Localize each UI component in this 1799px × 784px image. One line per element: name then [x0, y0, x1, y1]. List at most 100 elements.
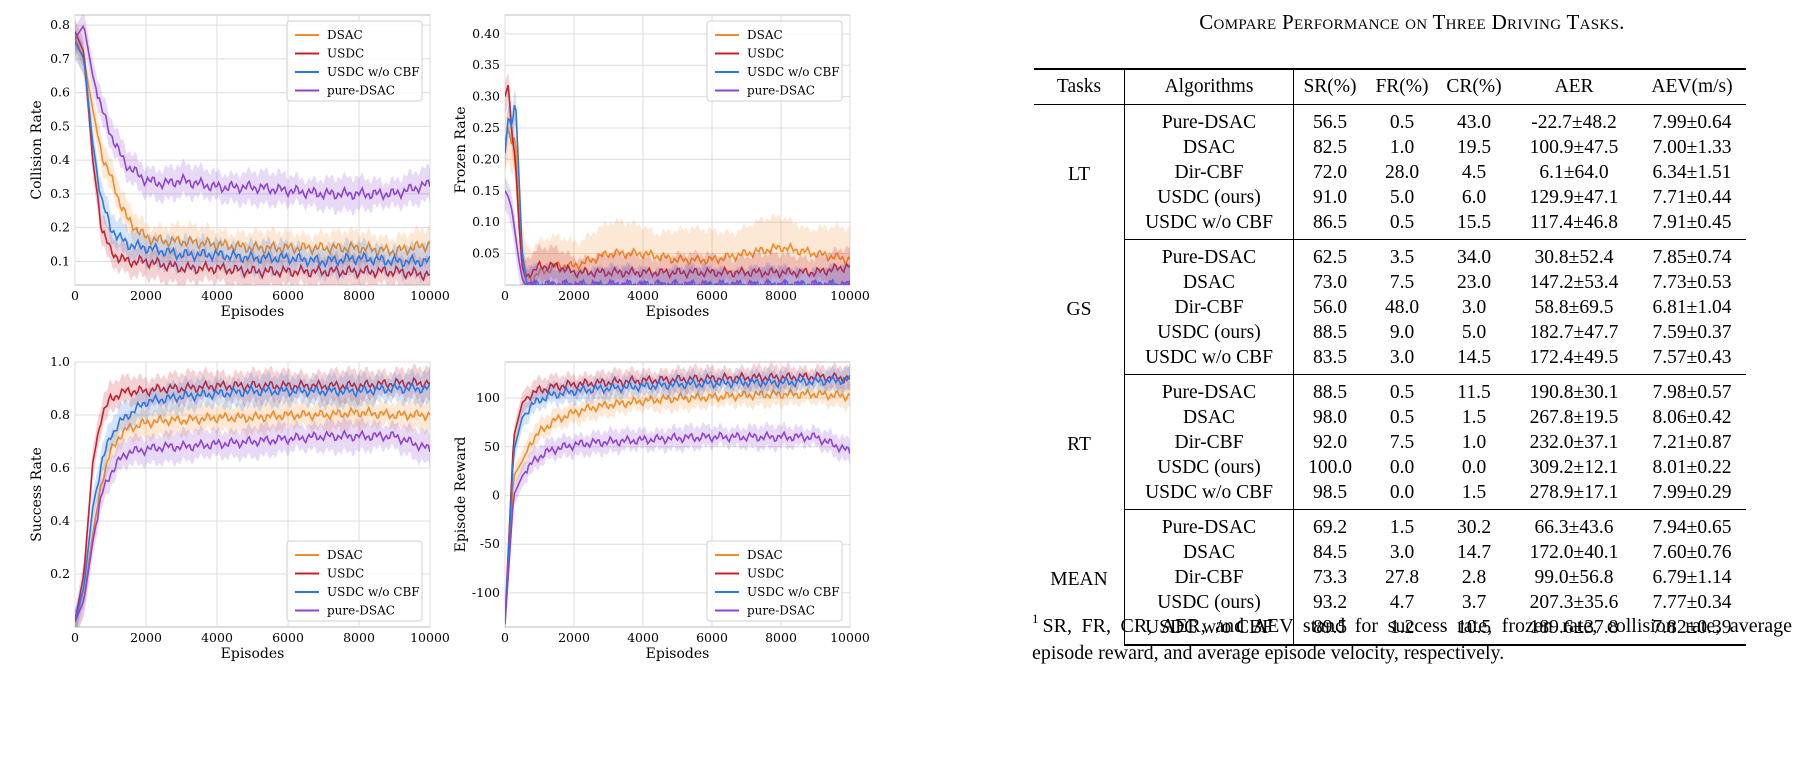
confidence-band — [505, 177, 850, 285]
sr-cell: 98.5 — [1293, 480, 1366, 510]
fr-cell: 5.0 — [1389, 186, 1415, 208]
table-row: DSAC 82.5 1.0 19.5 100.9±47.5 7.00±1.33 — [1034, 135, 1746, 160]
aer-cell: 189.6±37.8 — [1510, 615, 1638, 646]
confidence-band — [505, 105, 850, 285]
x-tick-label: 4000 — [201, 630, 233, 645]
y-tick-label: 0.8 — [50, 17, 70, 32]
table-row: MEAN Pure-DSAC 69.2 1.5 30.2 66.3±43.6 7.94±0.… — [1034, 509, 1746, 645]
y-tick-label: 0 — [492, 487, 500, 502]
table-row: USDC (ours) 93.2 4.7 3.7 207.3±35.6 7.77±0.34 — [1034, 590, 1746, 615]
algorithm-cell: USDC w/o CBF — [1124, 615, 1294, 646]
y-tick-label: 0.1 — [50, 253, 70, 268]
table-row: USDC w/o CBF 98.5 0.0 1.5 278.9±17.1 7.99±0.2… — [1034, 480, 1746, 510]
cr-cell: 4.5 — [1461, 161, 1487, 183]
legend-label: USDC — [327, 47, 364, 61]
y-tick-label: 0.35 — [472, 57, 500, 72]
series-line — [75, 405, 430, 623]
x-tick-label: 4000 — [201, 288, 233, 303]
chart-svg: 0 2000 4000 6000 8000 10000 0.05 0.10 0.15 0.20 0.… — [453, 14, 870, 320]
cr-cell: 1.5 — [1438, 480, 1510, 510]
aev-cell: 7.99±0.64 — [1652, 111, 1732, 133]
sr-cell: 83.5 — [1293, 345, 1366, 375]
series-line — [75, 429, 430, 623]
sr-cell: 89.5 — [1293, 615, 1366, 646]
x-axis-label: Episodes — [221, 304, 285, 320]
series-line — [75, 24, 430, 202]
sr-cell: 93.2 — [1312, 591, 1348, 613]
aer-cell: 58.8±69.5 — [1534, 296, 1614, 318]
header-aev: AEV(m/s) — [1638, 68, 1746, 105]
aer-cell: 100.9±47.5 — [1529, 136, 1619, 158]
legend-label: pure-DSAC — [327, 604, 395, 618]
aev-cell: 7.77±0.34 — [1652, 591, 1732, 613]
fr-cell: 27.8 — [1384, 566, 1420, 588]
table-row: DSAC 73.0 7.5 23.0 147.2±53.4 7.73±0.53 — [1034, 270, 1746, 295]
cr-cell: 14.7 — [1456, 541, 1492, 563]
algorithm-cell: DSAC — [1124, 135, 1294, 160]
algorithm-cell: USDC w/o CBF — [1124, 480, 1294, 510]
y-tick-label: 0.8 — [50, 407, 70, 422]
legend: DSAC USDC USDC w/o CBF pure-DSAC — [286, 540, 423, 622]
y-tick-label: 0.10 — [472, 214, 500, 229]
footnote-text: SR, FR, CR, AER, and AEV stand for succe… — [1032, 615, 1792, 664]
sr-cell: 82.5 — [1312, 136, 1348, 158]
y-tick-label: -50 — [480, 536, 500, 551]
table-row: USDC (ours) 100.0 0.0 0.0 309.2±12.1 8.01±0.2… — [1034, 455, 1746, 480]
confidence-band — [75, 392, 430, 627]
legend-label: USDC w/o CBF — [327, 585, 420, 599]
fr-cell: 3.0 — [1366, 345, 1438, 375]
algorithm-cell: USDC w/o CBF — [1124, 210, 1294, 240]
aer-cell: 267.8±19.5 — [1529, 406, 1619, 428]
cr-cell: 15.5 — [1438, 210, 1510, 240]
legend-label: USDC w/o CBF — [747, 65, 840, 79]
table-row: USDC w/o CBF 83.5 3.0 14.5 172.4±49.5 7.57±0.… — [1034, 345, 1746, 375]
cr-cell: 10.5 — [1438, 615, 1510, 646]
confidence-band — [505, 420, 850, 627]
table-row: Dir-CBF 72.0 28.0 4.5 6.1±64.0 6.34±1.51 — [1034, 160, 1746, 185]
y-tick-label: 0.20 — [472, 151, 500, 166]
success-rate-chart: 0 2000 4000 6000 8000 10000 0.2 0.4 0.6 0.8 1.0 Epi… — [0, 340, 450, 670]
table-row: USDC w/o CBF 86.5 0.5 15.5 117.4±46.8 7.91±0.… — [1034, 210, 1746, 240]
y-tick-label: 0.6 — [50, 85, 70, 100]
task-label: GS — [1034, 239, 1125, 375]
cr-cell: 5.0 — [1461, 321, 1487, 343]
y-tick-label: 50 — [484, 439, 500, 454]
aev-cell: 7.85±0.74 — [1652, 246, 1732, 268]
task-label: RT — [1034, 374, 1125, 510]
x-tick-label: 10000 — [410, 288, 450, 303]
algorithm-cell: USDC (ours) — [1124, 590, 1294, 615]
cr-cell: 0.0 — [1461, 456, 1487, 478]
series-line — [75, 381, 430, 622]
table-row: Dir-CBF 56.0 48.0 3.0 58.8±69.5 6.81±1.04 — [1034, 295, 1746, 320]
sr-cell: 73.3 — [1312, 566, 1348, 588]
x-tick-label: 8000 — [343, 630, 375, 645]
series-line — [75, 41, 430, 269]
cr-cell: 43.0 — [1456, 111, 1492, 133]
fr-cell: 3.5 — [1389, 246, 1415, 268]
sr-cell: 88.5 — [1312, 321, 1348, 343]
sr-cell: 92.0 — [1312, 431, 1348, 453]
x-tick-label: 10000 — [830, 630, 870, 645]
sr-cell: 56.5 — [1312, 111, 1348, 133]
sr-cell: 86.5 — [1293, 210, 1366, 240]
legend-label: USDC w/o CBF — [747, 585, 840, 599]
x-tick-label: 2000 — [130, 630, 162, 645]
cr-cell: 3.0 — [1461, 296, 1487, 318]
series-line — [505, 430, 850, 625]
algorithm-cell: Pure-DSAC — [1124, 239, 1294, 270]
legend-label: DSAC — [327, 548, 363, 562]
cr-cell: 2.8 — [1461, 566, 1487, 588]
table-row: DSAC 98.0 0.5 1.5 267.8±19.5 8.06±0.42 — [1034, 405, 1746, 430]
y-tick-label: 0.6 — [50, 460, 70, 475]
legend-label: USDC — [327, 567, 364, 581]
legend-label: pure-DSAC — [747, 604, 815, 618]
y-tick-label: 0.25 — [472, 120, 500, 135]
fr-cell: 9.0 — [1389, 321, 1415, 343]
task-label: MEAN — [1034, 509, 1125, 645]
x-tick-label: 4000 — [627, 288, 659, 303]
fr-cell: 28.0 — [1384, 161, 1420, 183]
aer-cell: 147.2±53.4 — [1529, 271, 1619, 293]
sr-cell: 62.5 — [1312, 246, 1348, 268]
table-row: USDC (ours) 88.5 9.0 5.0 182.7±47.7 7.59±0.37 — [1034, 320, 1746, 345]
legend: DSAC USDC USDC w/o CBF pure-DSAC — [286, 20, 423, 102]
